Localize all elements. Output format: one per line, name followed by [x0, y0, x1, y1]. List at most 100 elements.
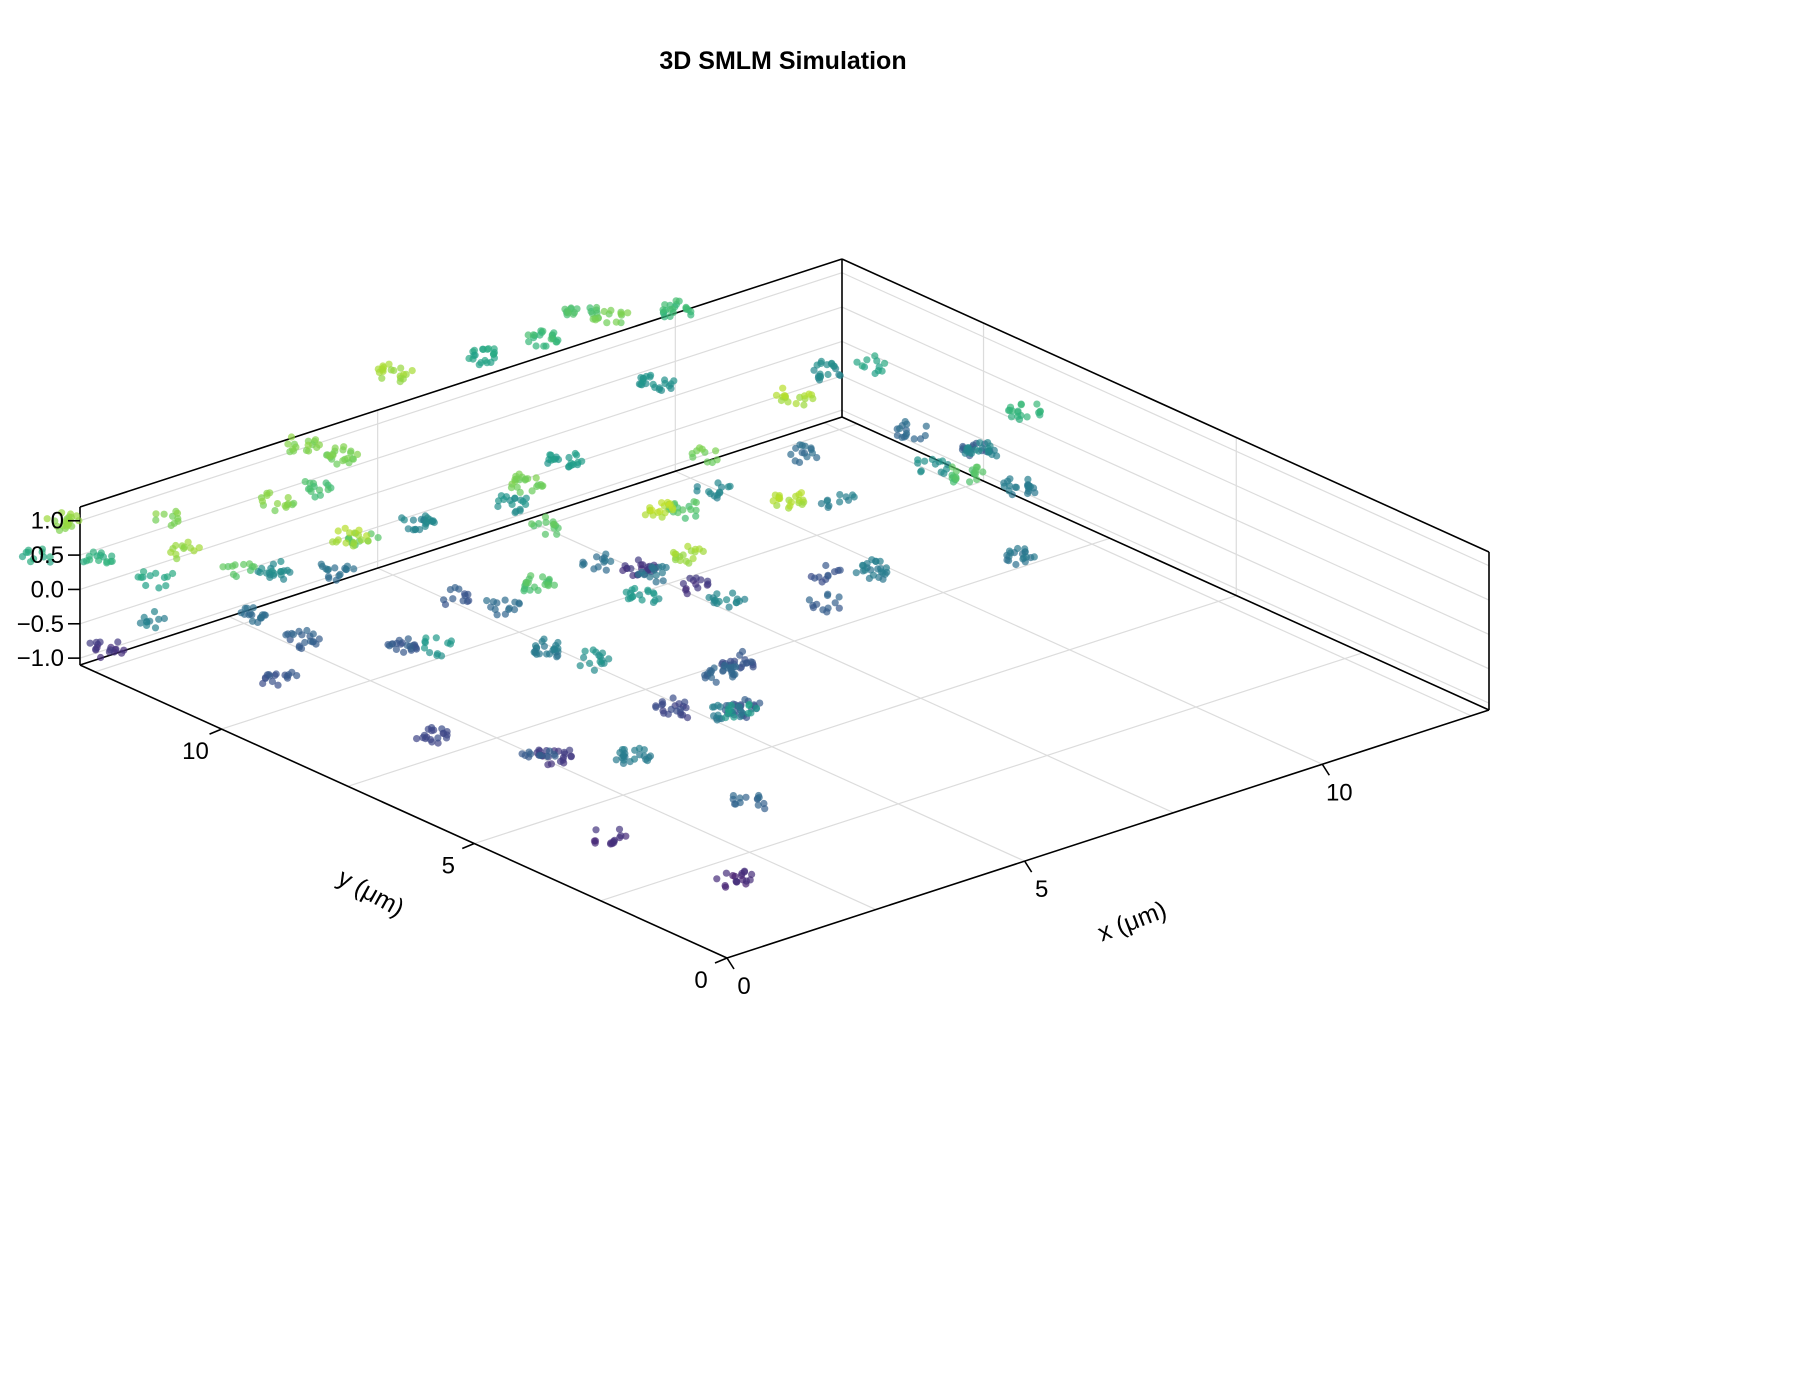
localization-point [607, 306, 615, 314]
localization-point [301, 478, 309, 486]
frame-top-y [841, 258, 1490, 553]
localization-point [64, 520, 72, 529]
localization-point [692, 498, 700, 507]
localization-point [917, 435, 925, 443]
localization-point [781, 392, 789, 400]
localization-point [993, 452, 1001, 460]
localization-point [304, 441, 312, 449]
localization-point [669, 506, 677, 514]
localization-point [385, 642, 394, 650]
localization-point [917, 468, 925, 476]
localization-point [556, 757, 565, 766]
frame-back-bottom-x [79, 416, 843, 666]
localization-point [652, 571, 660, 579]
localization-point [533, 482, 541, 491]
localization-point [301, 638, 309, 647]
localization-point [738, 869, 746, 878]
localization-point [655, 385, 663, 394]
localization-point [576, 662, 584, 670]
localization-point [637, 380, 645, 388]
localization-point [732, 800, 740, 808]
localization-point [742, 877, 751, 885]
localization-point [805, 596, 814, 604]
x-tick-label: 0 [737, 973, 750, 1000]
localization-point [483, 597, 491, 605]
localization-point [324, 566, 332, 574]
side-wall-grid-z [841, 340, 1490, 635]
floor-grid-y [474, 594, 1237, 845]
localization-point [544, 582, 552, 590]
side-wall-grid-z [841, 409, 1490, 704]
localization-point [550, 646, 559, 654]
localization-point [433, 651, 441, 660]
y-tick-label: 10 [182, 738, 209, 765]
localization-point [46, 558, 54, 566]
localization-point [869, 571, 878, 579]
localization-point [538, 482, 546, 490]
localization-point [772, 391, 781, 399]
localization-point [1033, 400, 1041, 408]
localization-point [434, 739, 442, 747]
x-axis-line [726, 709, 1490, 959]
localization-point [508, 500, 516, 508]
localization-point [1012, 483, 1021, 491]
localization-point [984, 448, 993, 456]
localization-point [515, 599, 523, 607]
localization-point [409, 516, 417, 524]
localization-point [313, 443, 321, 452]
y-axis-label: y (μm) [333, 863, 409, 922]
localization-point [146, 572, 154, 580]
localization-point [831, 599, 839, 607]
localization-point [921, 457, 929, 465]
localization-point [723, 596, 731, 604]
localization-point [421, 522, 429, 531]
localization-point [173, 555, 181, 563]
floor-grid-x [823, 422, 1472, 717]
localization-point [341, 524, 349, 532]
localization-point [564, 309, 572, 317]
localization-point [332, 538, 340, 546]
localization-point [671, 550, 679, 558]
localization-point [237, 609, 245, 617]
localization-point [441, 600, 450, 609]
localization-point [108, 557, 116, 565]
localization-point [692, 506, 700, 514]
localization-point [434, 734, 442, 742]
localization-point [676, 556, 684, 565]
localization-point [931, 460, 940, 468]
localization-point [404, 635, 412, 643]
floor-grid-y [94, 423, 858, 673]
localization-point [1015, 415, 1024, 423]
localization-point [724, 483, 732, 491]
localization-point [421, 639, 429, 647]
localization-point [683, 590, 691, 598]
localization-point [325, 452, 333, 460]
localization-point [511, 508, 519, 517]
z-tick-label: −1.0 [17, 645, 64, 672]
localization-point [103, 558, 111, 566]
localization-point [612, 318, 620, 326]
localization-point [180, 544, 188, 553]
localization-point [634, 570, 643, 579]
localization-point [256, 568, 264, 577]
localization-point [532, 642, 540, 650]
localization-point [160, 614, 168, 623]
localization-point [543, 650, 551, 658]
y-tick-label: 5 [442, 853, 455, 880]
localization-point [364, 537, 372, 545]
localization-point [495, 497, 503, 505]
localization-point [704, 580, 712, 588]
localization-point [665, 382, 673, 390]
localization-point [397, 364, 405, 372]
localization-point [459, 597, 467, 605]
localization-point [550, 520, 558, 529]
localization-point [629, 571, 637, 580]
localization-point [277, 557, 285, 566]
localization-point [658, 701, 666, 709]
localization-point [537, 751, 545, 760]
localization-point [334, 527, 342, 535]
localization-point [729, 589, 737, 597]
localization-point [878, 367, 886, 375]
localization-point [692, 512, 700, 520]
localization-point [898, 433, 906, 441]
